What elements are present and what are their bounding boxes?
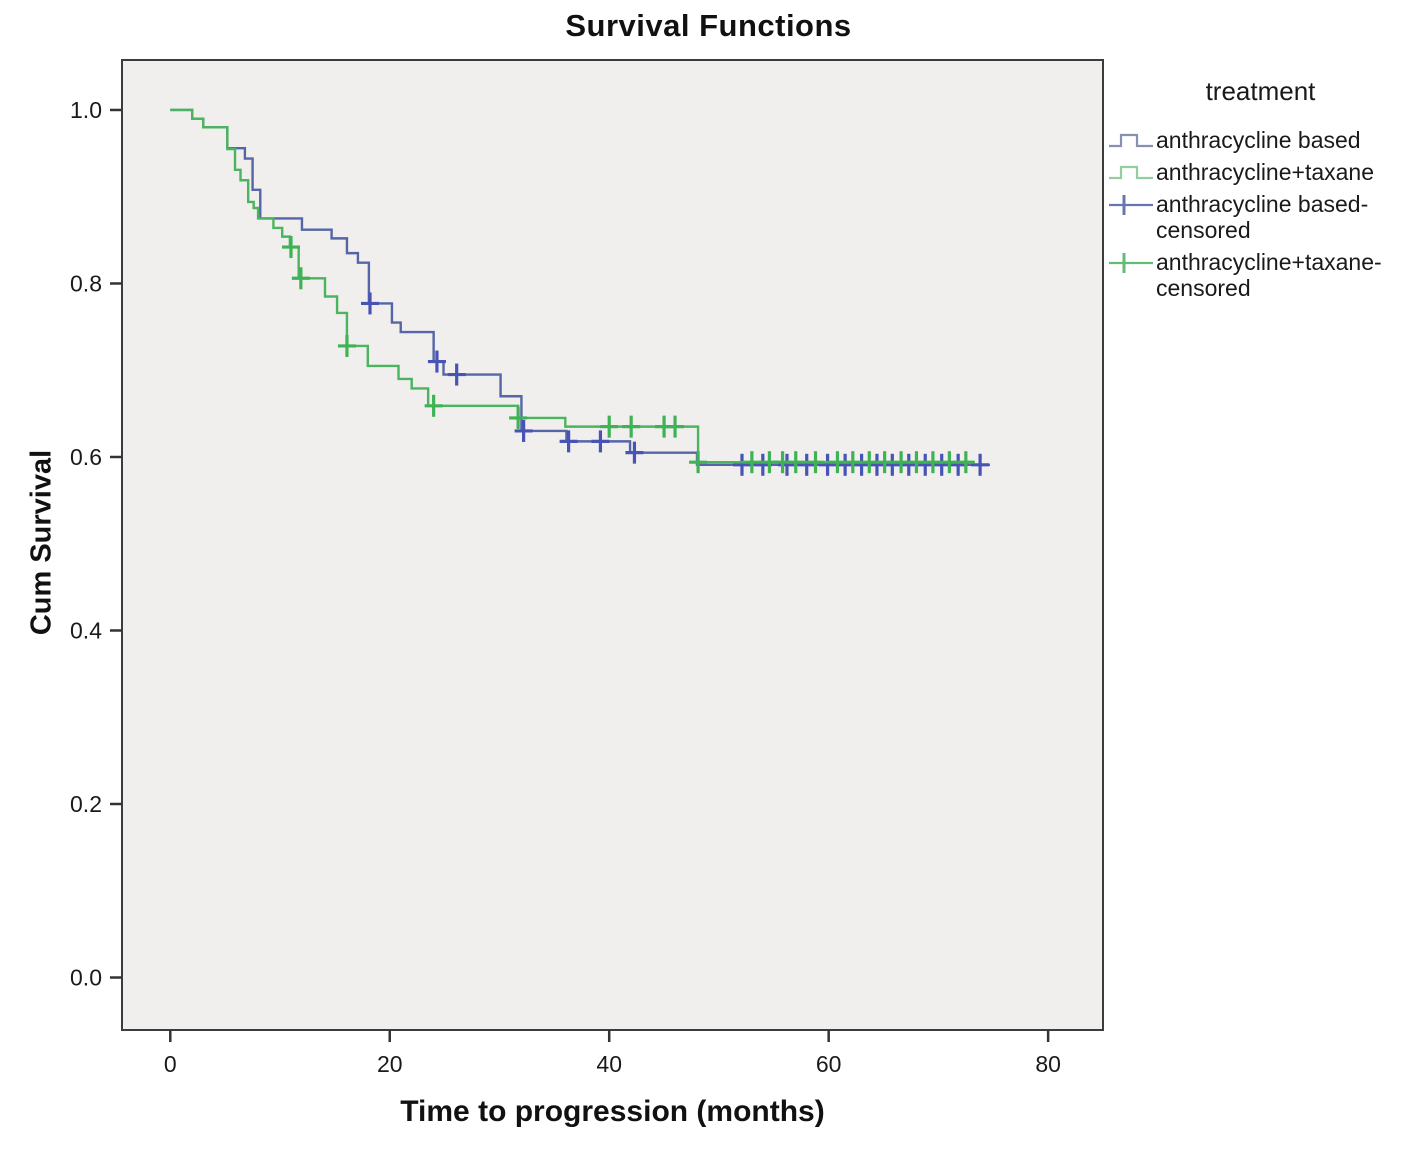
x-tick-label: 40 (596, 1051, 622, 1077)
x-tick-label: 0 (164, 1051, 177, 1077)
censored-plus-icon (1109, 195, 1153, 215)
x-axis-title: Time to progression (months) (400, 1095, 825, 1128)
legend-item-label: anthracycline+taxane-censored (1156, 249, 1382, 301)
y-tick-label: 1.0 (70, 97, 102, 123)
y-tick-label: 0.4 (70, 617, 102, 643)
legend-item: anthracycline+taxane (1108, 159, 1413, 185)
legend-item: anthracycline based (1108, 127, 1413, 153)
y-tick-label: 0.0 (70, 965, 102, 991)
legend-item-label: anthracycline based (1156, 127, 1361, 153)
legend-item-label: anthracycline+taxane (1156, 159, 1375, 185)
legend-item: anthracycline based-censored (1108, 191, 1413, 243)
legend-title: treatment (1205, 76, 1316, 106)
legend-item: anthracycline+taxane-censored (1108, 249, 1413, 301)
y-tick-label: 0.6 (70, 444, 102, 470)
x-tick-label: 80 (1035, 1051, 1061, 1077)
chart-title: Survival Functions (565, 8, 852, 43)
y-tick-label: 0.8 (70, 270, 102, 296)
censored-plus-icon (1109, 253, 1153, 273)
plot-area (121, 59, 1104, 1031)
legend: treatment anthracycline based anthracycli… (1108, 76, 1413, 307)
x-tick-label: 20 (377, 1051, 403, 1077)
y-tick-label: 0.2 (70, 791, 102, 817)
x-tick-label: 60 (816, 1051, 842, 1077)
y-axis-title: Cum Survival (25, 449, 58, 636)
legend-item-label: anthracycline based-censored (1156, 191, 1369, 243)
step-line-icon (1109, 133, 1153, 148)
step-line-icon (1109, 165, 1153, 180)
